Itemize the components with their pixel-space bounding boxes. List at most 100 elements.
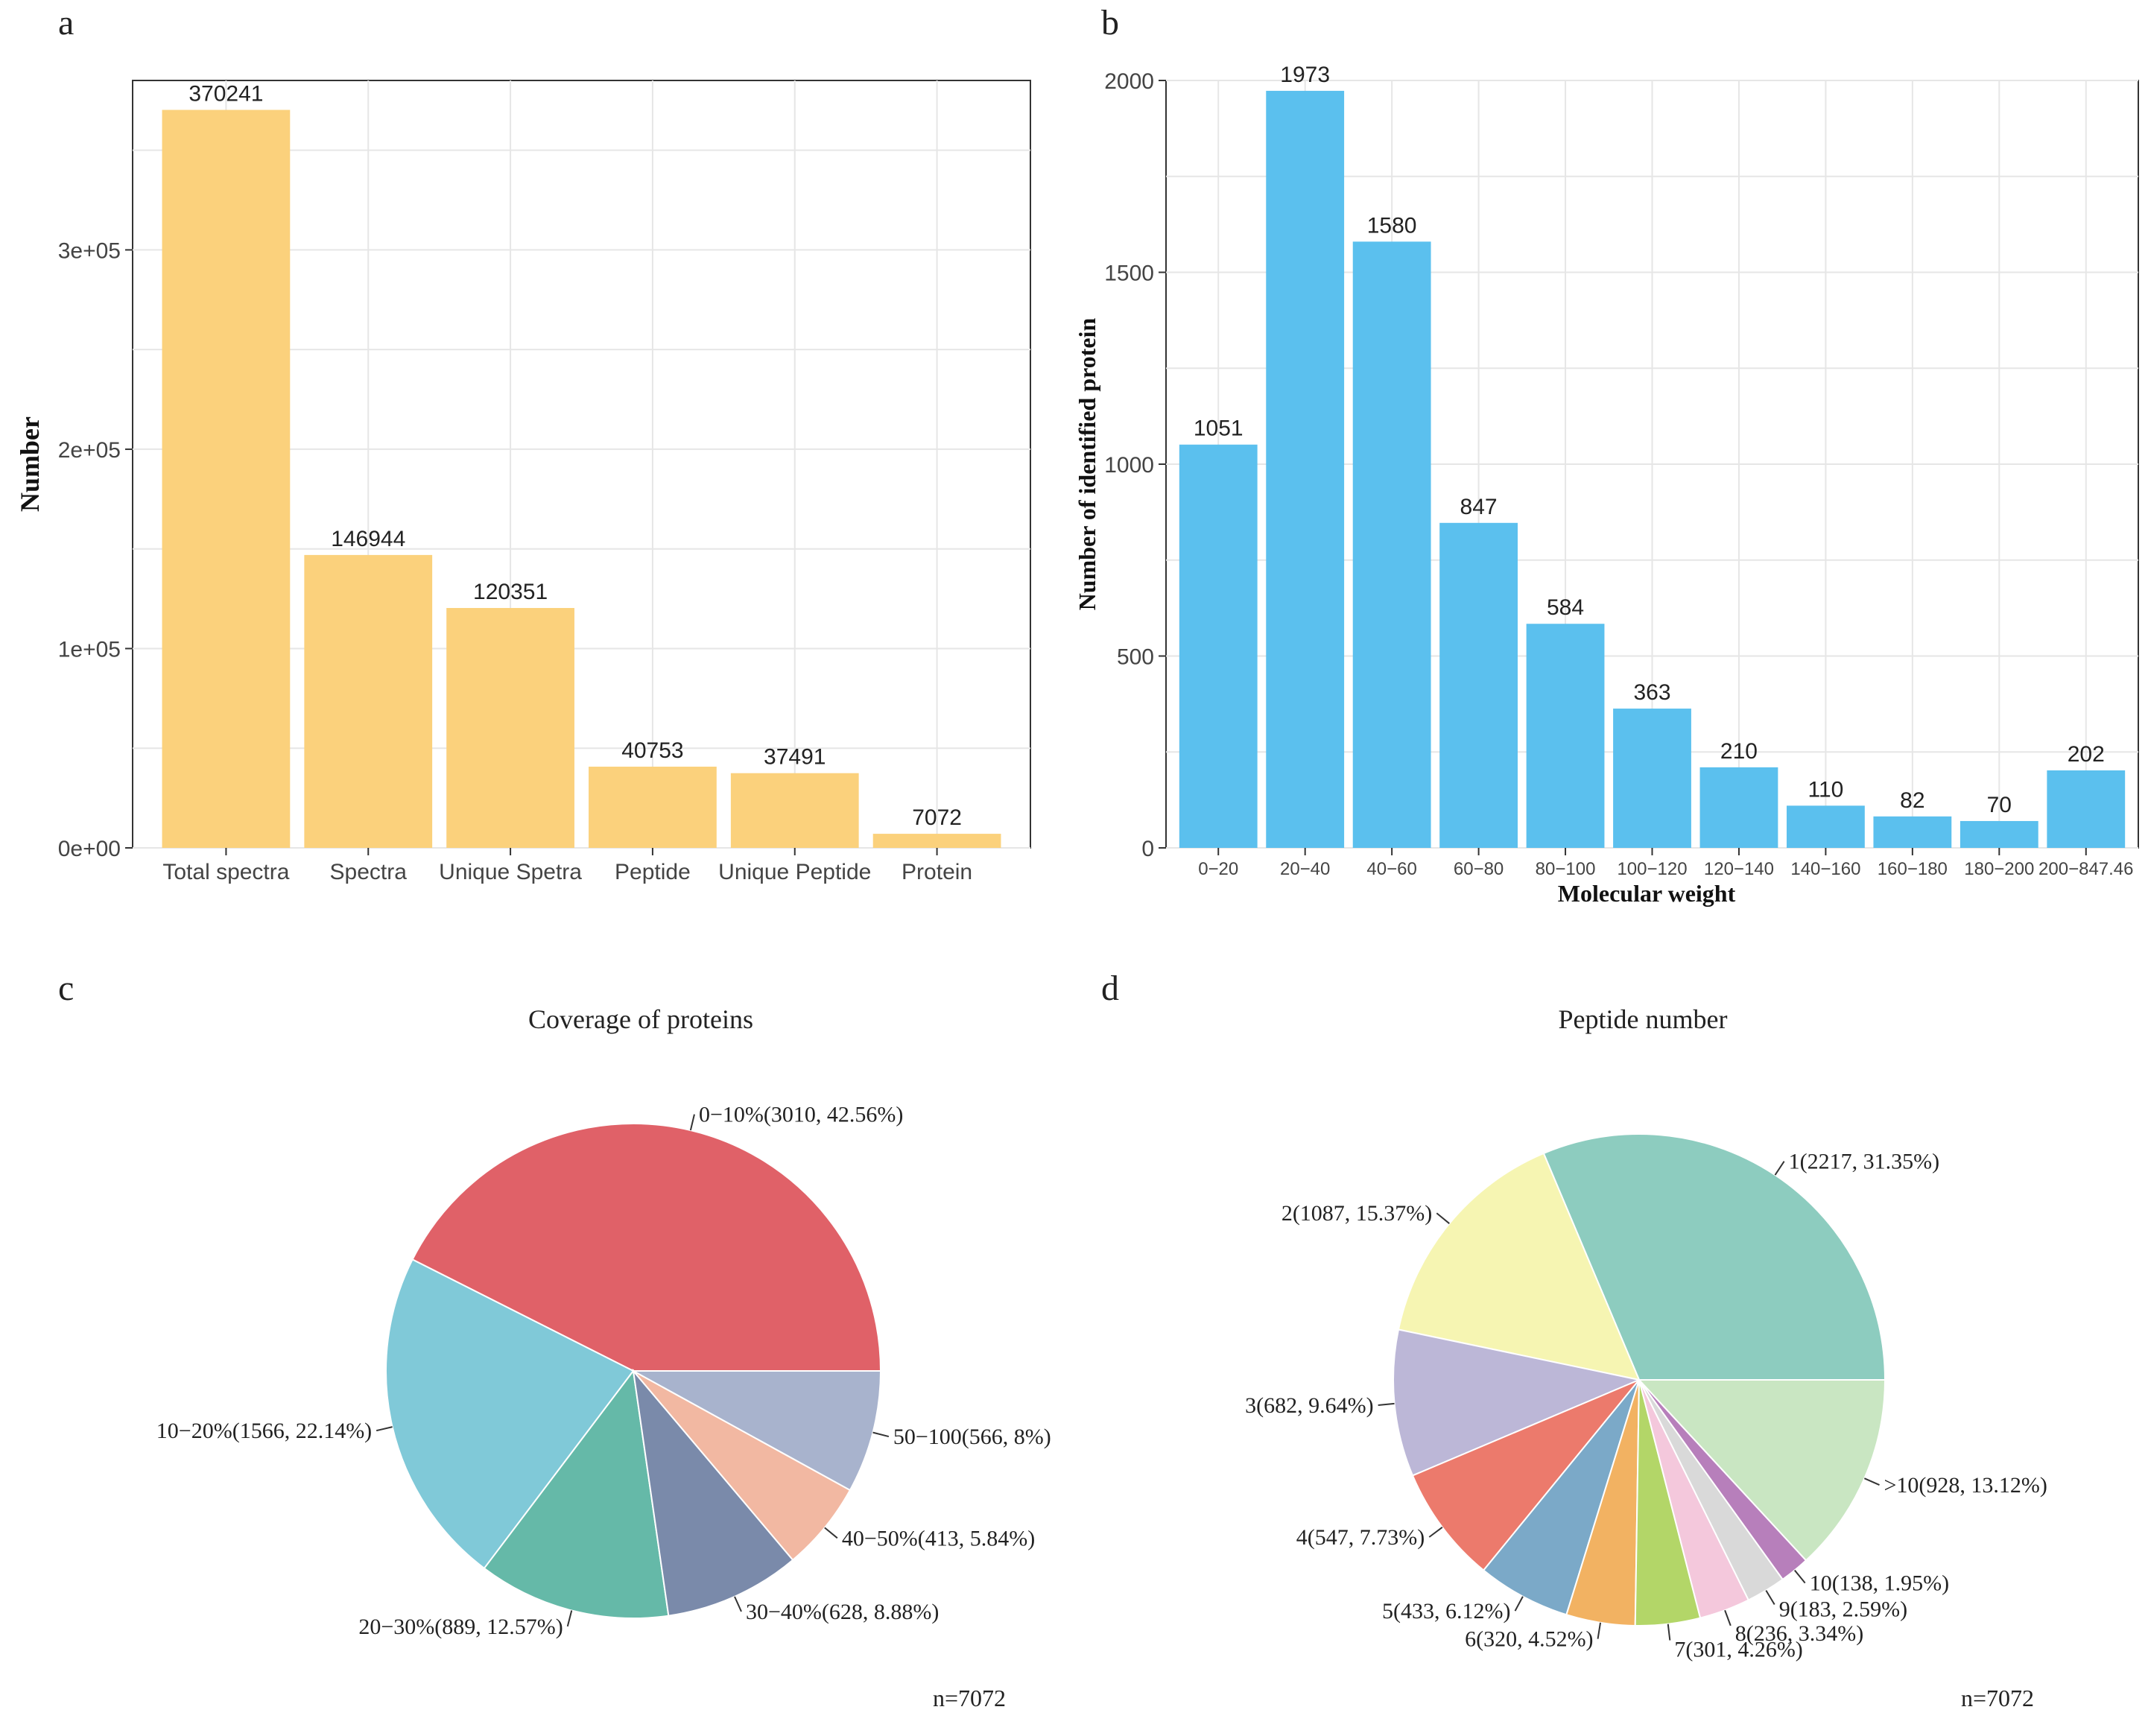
pie-labels-d: 1(2217, 31.35%) 2(1087, 15.37%) 3(682, 9.6… — [1245, 1150, 2047, 1662]
pie-leader-line — [1765, 1590, 1775, 1605]
pie-slice-label: 2(1087, 15.37%) — [1281, 1201, 1432, 1226]
sample-size-c: n=7072 — [933, 1685, 1006, 1711]
bar-value-label: 363 — [1633, 680, 1670, 705]
bar-value-label: 1580 — [1367, 213, 1417, 238]
x-tick-label: 40−60 — [1366, 859, 1416, 879]
pie-title-d: Peptide number — [1559, 1004, 1728, 1034]
bar-value-label: 584 — [1547, 595, 1584, 620]
pie-leader-line — [376, 1426, 393, 1432]
y-tick-label: 1000 — [1104, 453, 1154, 478]
pie-slice-label: 50−100(566, 8%) — [893, 1425, 1051, 1449]
pie-leader-line — [872, 1431, 890, 1438]
bar-value-label: 370241 — [188, 81, 263, 106]
pie-slice — [1411, 1379, 1640, 1571]
pie-slice-label: 30−40%(628, 8.88%) — [746, 1600, 939, 1624]
pie-leaders-d — [1378, 1161, 1880, 1641]
bar — [162, 110, 291, 849]
bar — [1179, 444, 1258, 848]
bar — [872, 834, 1001, 848]
pie-leader-line — [1514, 1596, 1524, 1612]
pie-slice — [1397, 1152, 1641, 1381]
bar — [1960, 820, 2038, 848]
bar-chart-b: 1051 1973 1580 847 584 363 210 110 82 70 202 0 500 1… — [1074, 63, 2139, 907]
pie-slice-label: 0−10%(3010, 42.56%) — [699, 1103, 903, 1127]
bar-value-label: 70 — [1987, 793, 2012, 817]
bars-b — [1179, 90, 2126, 848]
x-tick-label: Total spectra — [162, 860, 289, 884]
pie-leader-line — [734, 1596, 742, 1612]
x-tick-label: 20−40 — [1280, 859, 1330, 879]
bar-value-label: 146944 — [331, 527, 405, 551]
bar-chart-a: 370241 146944 120351 40753 37491 7072 0e+00 1e… — [15, 80, 1031, 884]
y-tick-label: 1e+05 — [58, 637, 121, 662]
pie-slice-label: 1(2217, 31.35%) — [1789, 1150, 1939, 1174]
bar — [446, 608, 574, 848]
data-labels-b: 1051 1973 1580 847 584 363 210 110 82 70 202 — [1194, 63, 2105, 817]
bar — [1699, 767, 1778, 848]
y-tick-label: 500 — [1117, 645, 1154, 670]
bar — [1787, 805, 1865, 848]
pie-slice — [411, 1123, 882, 1372]
pie-slices-c — [385, 1123, 882, 1619]
bar — [1266, 90, 1345, 848]
x-tick-label: Spectra — [330, 860, 408, 884]
bar-value-label: 210 — [1720, 739, 1758, 764]
bars-a — [162, 110, 1001, 849]
pie-leader-line — [1863, 1477, 1880, 1486]
y-tick-label: 0 — [1141, 837, 1154, 861]
pie-slices-d — [1393, 1133, 1886, 1626]
panel-label-d: d — [1101, 969, 1119, 1008]
x-tick-label: Protein — [902, 860, 972, 884]
bar-value-label: 37491 — [764, 745, 826, 770]
bar-value-label: 7072 — [912, 805, 962, 830]
pie-leader-line — [1667, 1623, 1671, 1641]
bar-value-label: 40753 — [621, 738, 683, 763]
pie-leaders-c — [376, 1114, 890, 1627]
x-tick-label: 140−160 — [1790, 859, 1860, 879]
y-tick-label: 1500 — [1104, 262, 1154, 286]
data-labels-a: 370241 146944 120351 40753 37491 7072 — [188, 81, 962, 830]
y-tick-label: 3e+05 — [58, 238, 121, 263]
pie-slice — [633, 1370, 882, 1492]
bar — [2047, 770, 2126, 848]
x-tick-label: Peptide — [615, 860, 691, 884]
pie-leader-line — [1724, 1609, 1732, 1626]
pie-slice-label: 4(547, 7.73%) — [1296, 1525, 1425, 1550]
x-tick-label: Unique Spetra — [439, 860, 582, 884]
bar — [1439, 522, 1518, 848]
sample-size-d: n=7072 — [1961, 1685, 2034, 1711]
bar — [304, 554, 433, 848]
y-axis-title-b: Number of identified protein — [1074, 318, 1100, 611]
bar-value-label: 202 — [2068, 742, 2105, 767]
pie-leader-line — [1428, 1527, 1443, 1538]
x-tick-label: Unique Peptide — [718, 860, 871, 884]
x-axis-title-b: Molecular weight — [1558, 880, 1736, 907]
x-tick-label: 180−200 — [1964, 859, 2034, 879]
pie-leader-line — [1774, 1161, 1785, 1176]
pie-leader-line — [824, 1527, 838, 1539]
bar — [1873, 816, 1952, 848]
bar — [589, 766, 717, 848]
pie-leader-line — [1378, 1402, 1395, 1407]
x-tick-label: 160−180 — [1878, 859, 1948, 879]
pie-slice-label: 10(138, 1.95%) — [1810, 1571, 1949, 1596]
pie-slice — [385, 1258, 635, 1570]
pie-slice-label: 40−50%(413, 5.84%) — [842, 1526, 1035, 1550]
pie-slice — [483, 1369, 670, 1619]
bar — [1352, 241, 1431, 848]
pie-labels-c: 0−10%(3010, 42.56%) 10−20%(1566, 22.14%) 2… — [156, 1103, 1051, 1639]
bar-value-label: 110 — [1808, 777, 1843, 802]
pie-leader-line — [689, 1114, 695, 1131]
y-tick-label: 0e+00 — [58, 837, 121, 861]
panel-label-c: c — [58, 969, 74, 1008]
pie-slice-label: 6(320, 4.52%) — [1465, 1627, 1593, 1652]
y-tick-label: 2000 — [1104, 69, 1154, 94]
y-axis-title-a: Number — [15, 416, 45, 512]
pie-leader-line — [1794, 1569, 1806, 1584]
bar-value-label: 1051 — [1194, 416, 1244, 441]
x-tick-label: 100−120 — [1617, 859, 1687, 879]
pie-slice-label: 3(682, 9.64%) — [1245, 1393, 1373, 1418]
y-ticks-b: 0 500 1000 1500 2000 — [1104, 69, 1166, 861]
bar-value-label: 82 — [1900, 788, 1924, 813]
